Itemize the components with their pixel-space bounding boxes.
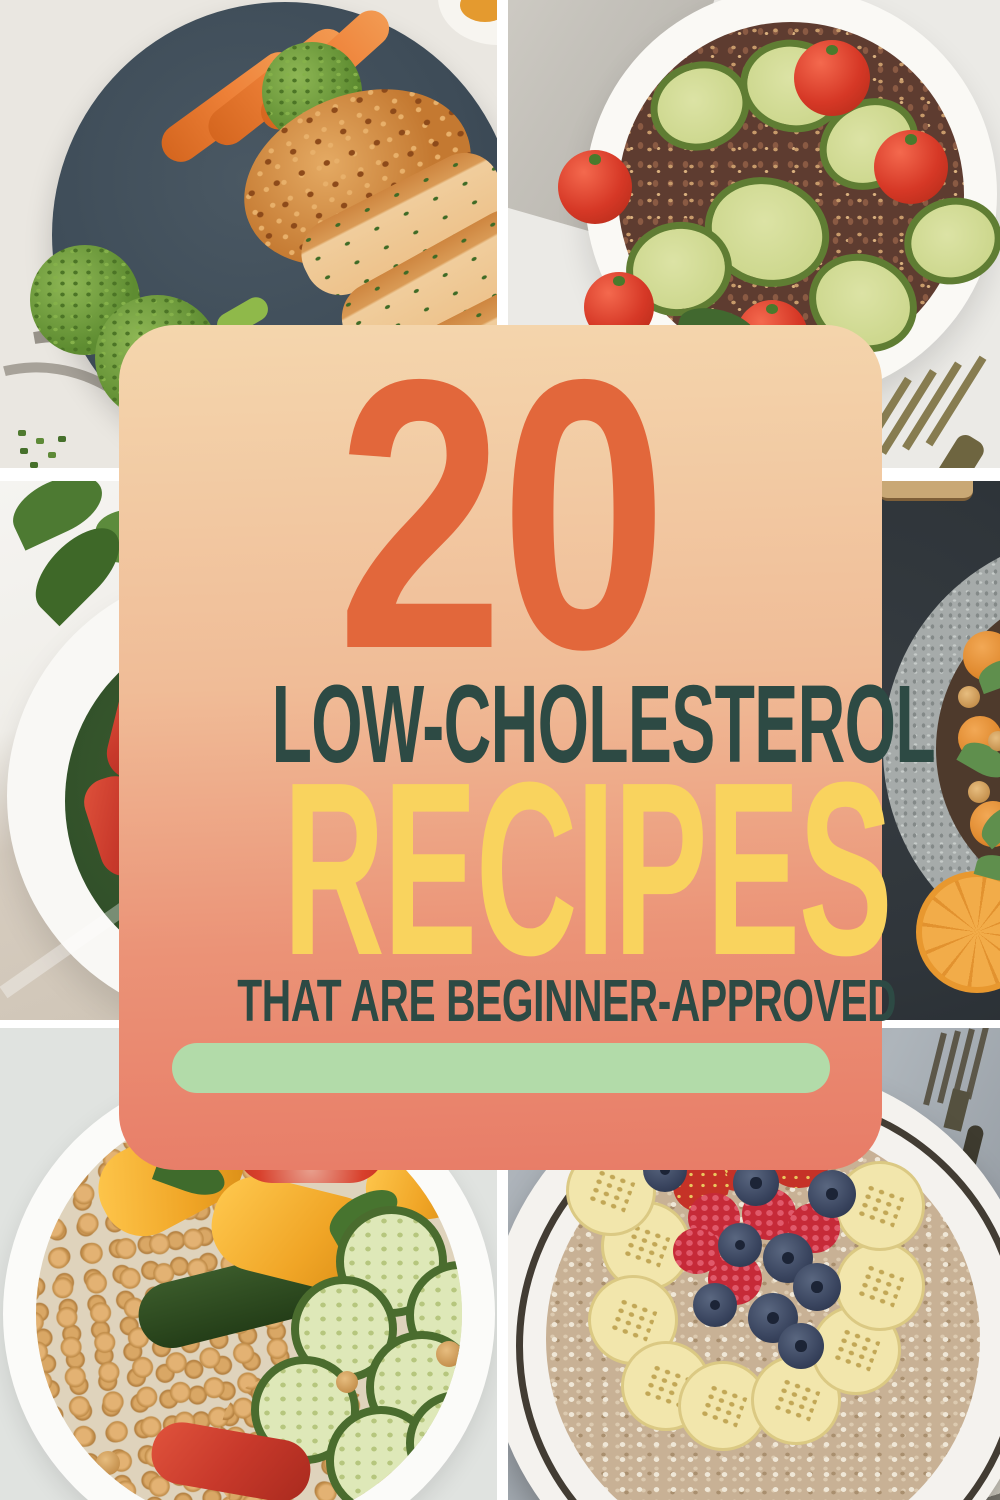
blueberry [808, 1170, 856, 1218]
chickpea [336, 1371, 358, 1393]
sauce [460, 0, 497, 22]
wooden-board-edge [878, 481, 973, 501]
orange-slice [916, 871, 1000, 993]
bowl-contents [36, 1101, 462, 1500]
raspberry [673, 1228, 721, 1274]
blueberry [718, 1223, 762, 1267]
chickpea [958, 686, 980, 708]
chickpea [436, 1341, 462, 1367]
cherry-tomato [558, 150, 632, 224]
blueberry [793, 1263, 841, 1311]
photo-chickpea-cucumber-bowl [0, 1028, 497, 1500]
count-text: 20 [336, 300, 667, 729]
banana-slice [835, 1241, 925, 1331]
cherry-tomato [794, 40, 870, 116]
chickpea [988, 731, 1000, 751]
blueberry [778, 1323, 824, 1369]
fork-neck [943, 1088, 971, 1132]
title-card: 20 LOW-CHOLESTEROL RECIPES THAT ARE BEGI… [119, 300, 936, 1170]
headline-recipes: RECIPES [283, 731, 893, 1007]
subheadline: THAT ARE BEGINNER-APPROVED [237, 968, 897, 1034]
herb-sprinkles [18, 430, 26, 436]
cucumber-slice [326, 1406, 436, 1500]
blueberry [693, 1283, 737, 1327]
chickpea [968, 781, 990, 803]
chickpea [96, 1451, 120, 1475]
cherry-tomato [874, 130, 948, 204]
green-underline-bar [172, 1043, 830, 1093]
